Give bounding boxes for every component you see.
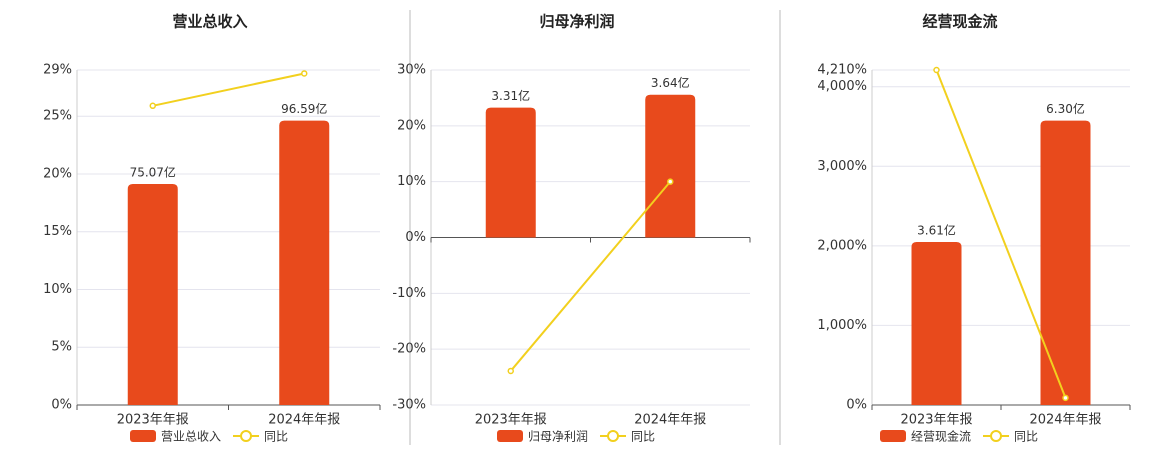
value-label: 75.07亿 bbox=[130, 165, 176, 180]
y-tick-label: 15% bbox=[43, 224, 72, 239]
line-point bbox=[149, 102, 156, 110]
chart-title: 归母净利润 bbox=[539, 13, 614, 31]
legend-label: 归母净利润 bbox=[528, 430, 588, 444]
y-tick-label: 20% bbox=[397, 118, 426, 133]
y-tick-label: 0% bbox=[846, 398, 867, 413]
legend-label: 营业总收入 bbox=[161, 430, 221, 444]
line-point bbox=[933, 66, 940, 74]
y-tick-label: -20% bbox=[392, 342, 426, 357]
line-point bbox=[1062, 394, 1069, 402]
x-tick-label: 2023年年报 bbox=[475, 413, 547, 428]
y-tick-label: 3,000% bbox=[817, 159, 867, 174]
bar bbox=[279, 120, 330, 406]
bar bbox=[127, 184, 178, 405]
x-tick-label: 2024年年报 bbox=[1029, 413, 1101, 428]
bar bbox=[1040, 120, 1091, 405]
value-label: 3.31亿 bbox=[491, 88, 530, 103]
line-point bbox=[667, 178, 674, 185]
y-tick-label: 29% bbox=[43, 63, 72, 78]
legend-label: 经营现金流 bbox=[911, 429, 971, 444]
legend-swatch bbox=[240, 430, 253, 442]
legend-swatch bbox=[607, 430, 620, 442]
legend-swatch bbox=[880, 430, 906, 442]
y-tick-label: 0% bbox=[405, 230, 426, 245]
legend-label: 同比 bbox=[264, 430, 288, 444]
x-tick-label: 2023年年报 bbox=[900, 413, 972, 428]
y-tick-label: -30% bbox=[392, 398, 426, 413]
y-tick-label: 20% bbox=[43, 166, 72, 181]
x-tick-label: 2024年年报 bbox=[634, 413, 706, 428]
y-tick-label: 10% bbox=[397, 174, 426, 189]
y-tick-label: 10% bbox=[43, 282, 72, 297]
value-label: 3.64亿 bbox=[651, 75, 690, 90]
x-tick-label: 2023年年报 bbox=[117, 413, 189, 428]
y-tick-label: 25% bbox=[43, 109, 72, 124]
bar bbox=[485, 107, 536, 238]
x-tick-label: 2024年年报 bbox=[268, 413, 340, 428]
y-tick-label: 5% bbox=[51, 340, 72, 355]
y-tick-label: 30% bbox=[397, 63, 426, 78]
y-tick-label: 2,000% bbox=[817, 238, 867, 253]
bar bbox=[645, 94, 696, 238]
line-point bbox=[507, 367, 514, 375]
bar bbox=[911, 242, 962, 405]
legend-label: 同比 bbox=[1014, 430, 1038, 444]
legend-label: 同比 bbox=[631, 430, 655, 444]
y-tick-label: -10% bbox=[392, 286, 426, 301]
value-label: 6.30亿 bbox=[1046, 101, 1085, 116]
legend-swatch bbox=[130, 430, 156, 442]
line bbox=[152, 72, 305, 107]
y-tick-label: 1,000% bbox=[817, 318, 867, 333]
legend-swatch bbox=[497, 430, 523, 442]
legend-swatch bbox=[990, 430, 1003, 442]
line-point bbox=[301, 70, 308, 77]
y-tick-label: 4,210% bbox=[817, 63, 867, 78]
y-tick-label: 0% bbox=[51, 398, 72, 413]
chart-title: 经营现金流 bbox=[922, 13, 997, 31]
value-label: 3.61亿 bbox=[917, 223, 956, 238]
line bbox=[935, 69, 1067, 399]
chart-title: 营业总收入 bbox=[172, 13, 247, 31]
line bbox=[509, 181, 672, 372]
y-tick-label: 4,000% bbox=[817, 79, 867, 94]
value-label: 96.59亿 bbox=[281, 101, 327, 116]
